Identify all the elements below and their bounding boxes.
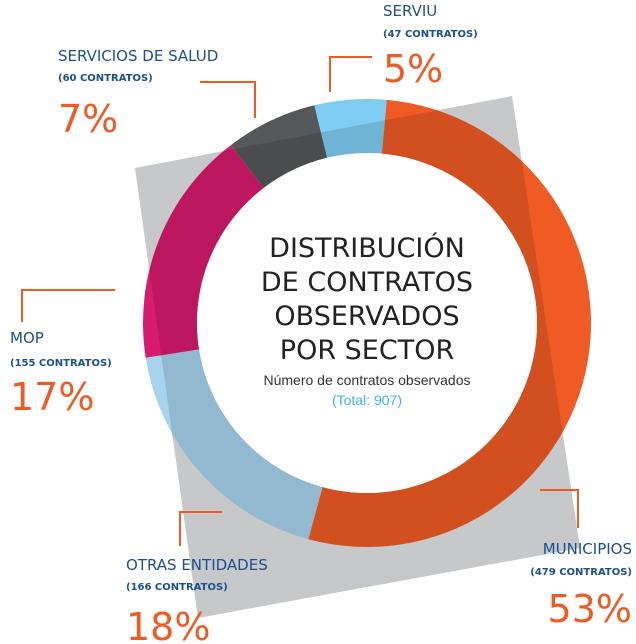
segment [143,145,264,358]
connector [179,511,222,546]
connector [21,289,115,322]
segment [314,98,387,158]
connector [540,489,579,528]
percent-label: 17% [10,375,94,419]
connector [329,56,372,92]
subtitle-block: Número de contratos observados (Total: 9… [252,370,482,410]
percent-label: 18% [126,605,210,644]
segment [230,105,328,188]
category-label: OTRAS ENTIDADES [126,556,268,574]
subtitle: Número de contratos observados [263,372,471,388]
connector [200,81,256,118]
value-label: (166 CONTRATOS) [126,582,228,593]
chart-title: DISTRIBUCIÓN DE CONTRATOS OBSERVADOS POR… [260,233,474,366]
segment [308,99,591,547]
percent-label: 7% [58,97,118,141]
value-label: (479 CONTRATOS) [530,567,632,578]
ring [143,98,591,547]
value-label: (47 CONTRATOS) [383,29,478,40]
category-label: MOP [10,329,44,347]
category-label: SERVIU [383,2,437,20]
labels: SERVIU (47 CONTRATOS) 5% MUNICIPIOS (479 CON… [10,2,632,644]
inner-circle [197,153,537,493]
value-label: (60 CONTRATOS) [58,73,153,84]
value-label: (155 CONTRATOS) [10,358,112,369]
category-label: SERVICIOS DE SALUD [58,47,218,65]
total-label: (Total: 907) [331,392,403,408]
percent-label: 53% [548,587,632,631]
category-label: MUNICIPIOS [543,540,632,558]
segment [145,349,323,540]
percent-label: 5% [383,47,443,91]
